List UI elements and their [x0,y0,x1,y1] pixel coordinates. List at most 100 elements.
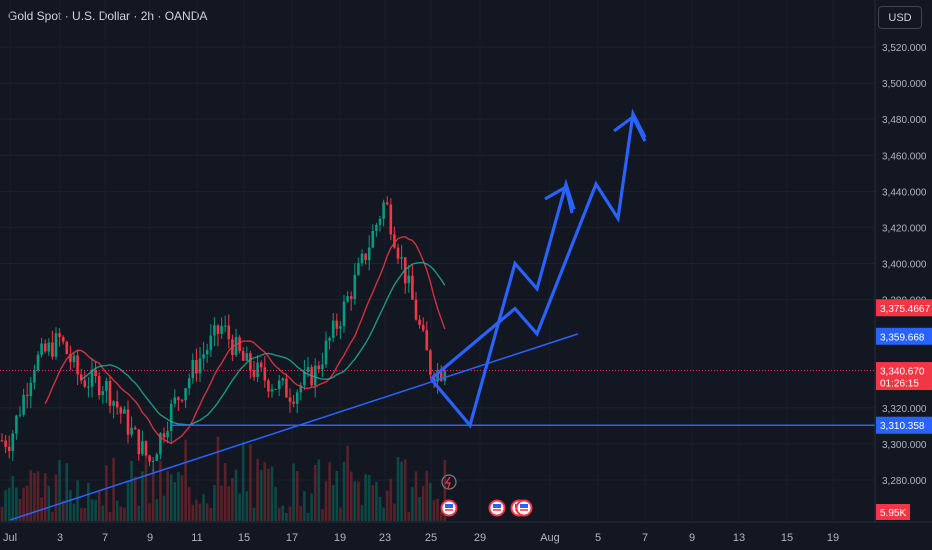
volume-bar [267,469,270,521]
volume-bar [414,471,418,521]
volume-bar [263,462,267,521]
volume-bar [65,463,69,521]
candle-body [429,350,432,375]
candle-body [396,247,400,259]
volume-bar [195,499,198,521]
volume-bar [202,494,205,521]
candlesticks [0,196,447,472]
volume-bar [126,481,130,521]
time-tick-label: Aug [540,532,560,544]
candle-body [87,386,90,388]
volume-label-text: 5.95K [880,508,906,519]
candle-body [65,341,69,355]
candle-body [209,335,213,351]
volume-bar [245,491,249,521]
volume-bar [241,441,245,521]
candle-body [299,385,303,393]
volume-bar [198,503,202,521]
candle-body [357,263,360,275]
price-tick-label: 3,280.000 [882,476,927,487]
candle-body [245,353,249,361]
volume-bar [371,485,375,521]
chart-grid [0,46,875,481]
candle-body [292,401,295,404]
price-tick-label: 3,520.000 [882,43,927,54]
volume-bar [299,506,303,521]
candle-body [227,325,231,340]
volume-bar [76,480,79,521]
candle-body [385,202,389,205]
candle-body [148,455,151,462]
volume-bar [360,505,364,521]
volume-bar [295,471,299,521]
price-label-box [876,362,932,391]
volume-bar [429,483,432,521]
volume-bar [400,461,403,521]
volume-bar [252,507,256,521]
candle-body [259,362,263,368]
candle-body [126,409,130,435]
candle-body [274,389,277,391]
candle-body [418,319,421,325]
time-tick-label: 17 [286,532,298,544]
volume-bar [141,471,144,521]
volume-bar [187,487,191,521]
projection-path-2 [429,108,647,381]
candle-body [159,433,162,455]
candle-body [123,409,126,414]
volume-bar [51,512,54,521]
volume-bar [180,475,184,521]
candle-body [339,326,342,329]
candle-body [144,441,148,456]
candle-body [238,337,241,352]
candle-body [198,358,202,374]
candle-body [33,370,36,383]
candle-body [270,389,274,392]
projection-path-1 [429,178,576,429]
volume-bar [335,471,339,521]
candle-body [40,343,43,355]
candle-body [166,431,169,438]
volume-bar [393,503,396,521]
us-flag-icon-canton [493,504,501,508]
volume-bar [61,500,65,521]
volume-bar [227,486,231,521]
volume-bar [421,486,425,521]
volume-bar [324,481,328,521]
candle-body [288,397,292,402]
candle-body [141,441,144,455]
volume-bar [33,472,36,521]
candle-body [346,296,349,302]
candle-body [317,365,321,370]
candle-body [378,218,382,225]
volume-bar [259,469,263,521]
volume-bar [439,511,443,521]
volume-bar [303,491,306,521]
candle-body [130,427,133,435]
volume-bar [274,487,277,521]
candle-body [295,392,299,404]
candle-body [216,325,220,334]
volume-bar [270,466,274,521]
candle-body [47,342,51,352]
volume-bar [159,460,162,521]
price-tick-label: 3,460.000 [882,151,927,162]
volume-bar [375,481,378,521]
volume-bar [382,507,385,521]
volume-bar [166,471,169,521]
volume-bar [72,503,76,521]
candle-body [115,401,119,408]
candle-body [137,429,141,455]
price-label-text: 3,359.668 [880,332,925,343]
time-tick-label: Jul [3,532,17,544]
volume-bar [191,504,195,521]
volume-bar [364,474,367,521]
currency-selector[interactable]: USD [878,6,922,29]
volume-bar [205,503,209,521]
candle-body [108,380,112,406]
volume-bar [357,481,360,521]
price-tick-label: 3,480.000 [882,115,927,126]
volume-bar [155,499,159,521]
volume-bar [367,474,371,521]
